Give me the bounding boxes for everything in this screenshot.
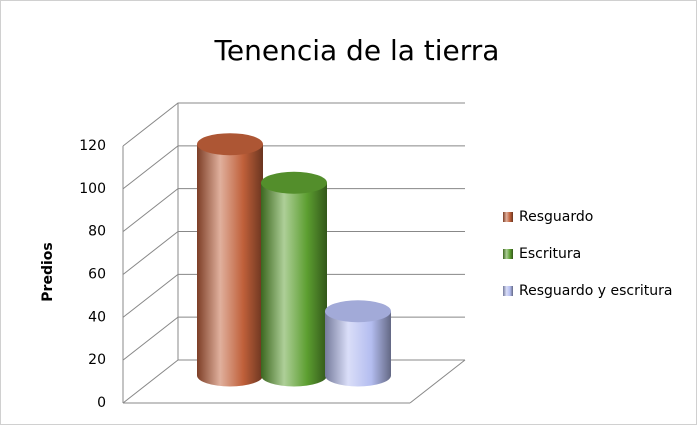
y-tick-label: 60 xyxy=(88,267,106,283)
grid-line xyxy=(122,102,465,147)
legend-label: Resguardo y escritura xyxy=(519,283,672,299)
grid-line xyxy=(122,188,465,233)
y-tick-label: 0 xyxy=(97,395,106,411)
floor-edge xyxy=(409,359,466,404)
legend-swatch xyxy=(503,212,513,222)
y-tick-label: 20 xyxy=(88,352,106,368)
bar xyxy=(325,311,391,387)
legend-swatch xyxy=(503,286,513,296)
legend-swatch xyxy=(503,249,513,259)
y-tick-label: 80 xyxy=(88,224,106,240)
bar-top xyxy=(325,300,391,323)
bar-top xyxy=(197,133,263,156)
grid-line xyxy=(122,145,465,190)
bar xyxy=(261,182,327,387)
legend-label: Escritura xyxy=(519,246,581,262)
y-tick-label: 120 xyxy=(79,138,106,154)
chart-title: Tenencia de la tierra xyxy=(214,34,500,67)
bar-top xyxy=(261,171,327,194)
grid-line xyxy=(122,231,465,275)
y-axis-label: Predios xyxy=(40,242,56,301)
legend-label: Resguardo xyxy=(519,209,593,225)
y-tick-label: 100 xyxy=(79,181,106,197)
bar xyxy=(197,144,263,387)
y-tick-label: 40 xyxy=(88,309,106,325)
grid-line xyxy=(122,273,465,318)
